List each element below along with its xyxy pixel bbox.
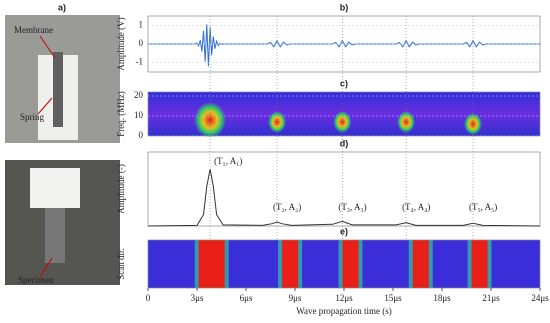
y-tick-label: 0: [139, 130, 144, 140]
y-tick-label: 1: [139, 19, 144, 29]
panel-label: e): [340, 226, 348, 236]
scan-band: [198, 240, 225, 288]
peak-label: (T₄, A₄): [402, 202, 430, 212]
x-tick-label: 6μs: [240, 293, 253, 303]
photo-label: Spring: [20, 112, 45, 122]
peak-label: (T₂, A₂): [273, 202, 301, 212]
x-tick-label: 15μs: [384, 293, 402, 303]
line-series: [148, 24, 540, 67]
specimen-holder: [45, 208, 65, 263]
photo-label: Membrane: [14, 25, 53, 35]
x-tick-label: 3μs: [191, 293, 204, 303]
y-tick-label: 0: [139, 38, 144, 48]
scan-band: [342, 240, 359, 288]
panel-label: d): [340, 138, 349, 148]
x-tick-label: 18μs: [433, 293, 451, 303]
scan-band: [412, 240, 429, 288]
y-axis-label: Amplitude (V): [116, 17, 126, 70]
y-tick-label: -1: [136, 57, 144, 67]
y-axis-label: Freq. (MHz): [116, 91, 126, 137]
x-tick-label: 21μs: [482, 293, 500, 303]
spectral-blob: [194, 102, 227, 138]
x-tick-label: 0: [146, 293, 151, 303]
panel-label: a): [58, 2, 66, 12]
peak-label: (T₅, A₅): [469, 202, 497, 212]
x-axis-label: Wave propagation time (s): [296, 306, 392, 316]
y-axis-label: Amplitude (-): [116, 164, 126, 214]
scan-band: [282, 240, 299, 288]
line-series: [147, 169, 541, 227]
y-tick-label: 10: [134, 110, 144, 120]
spring: [53, 52, 63, 127]
x-tick-label: 12μs: [335, 293, 353, 303]
x-tick-label: 9μs: [289, 293, 302, 303]
peak-label: (T₁, A₁): [214, 156, 242, 166]
panel-label: b): [340, 2, 349, 12]
plot-frame: [147, 151, 541, 227]
x-tick-label: 24μs: [531, 293, 549, 303]
peak-label: (T₃, A₃): [338, 202, 366, 212]
photo-label: Specimen: [18, 275, 54, 285]
device: [30, 168, 80, 208]
y-axis-label: Scan dir.: [116, 248, 126, 280]
photos: a) Membrane Spring Specimen: [5, 2, 120, 285]
panel-label: c): [340, 78, 348, 88]
y-tick-label: 20: [134, 90, 144, 100]
scan-band: [471, 240, 488, 288]
